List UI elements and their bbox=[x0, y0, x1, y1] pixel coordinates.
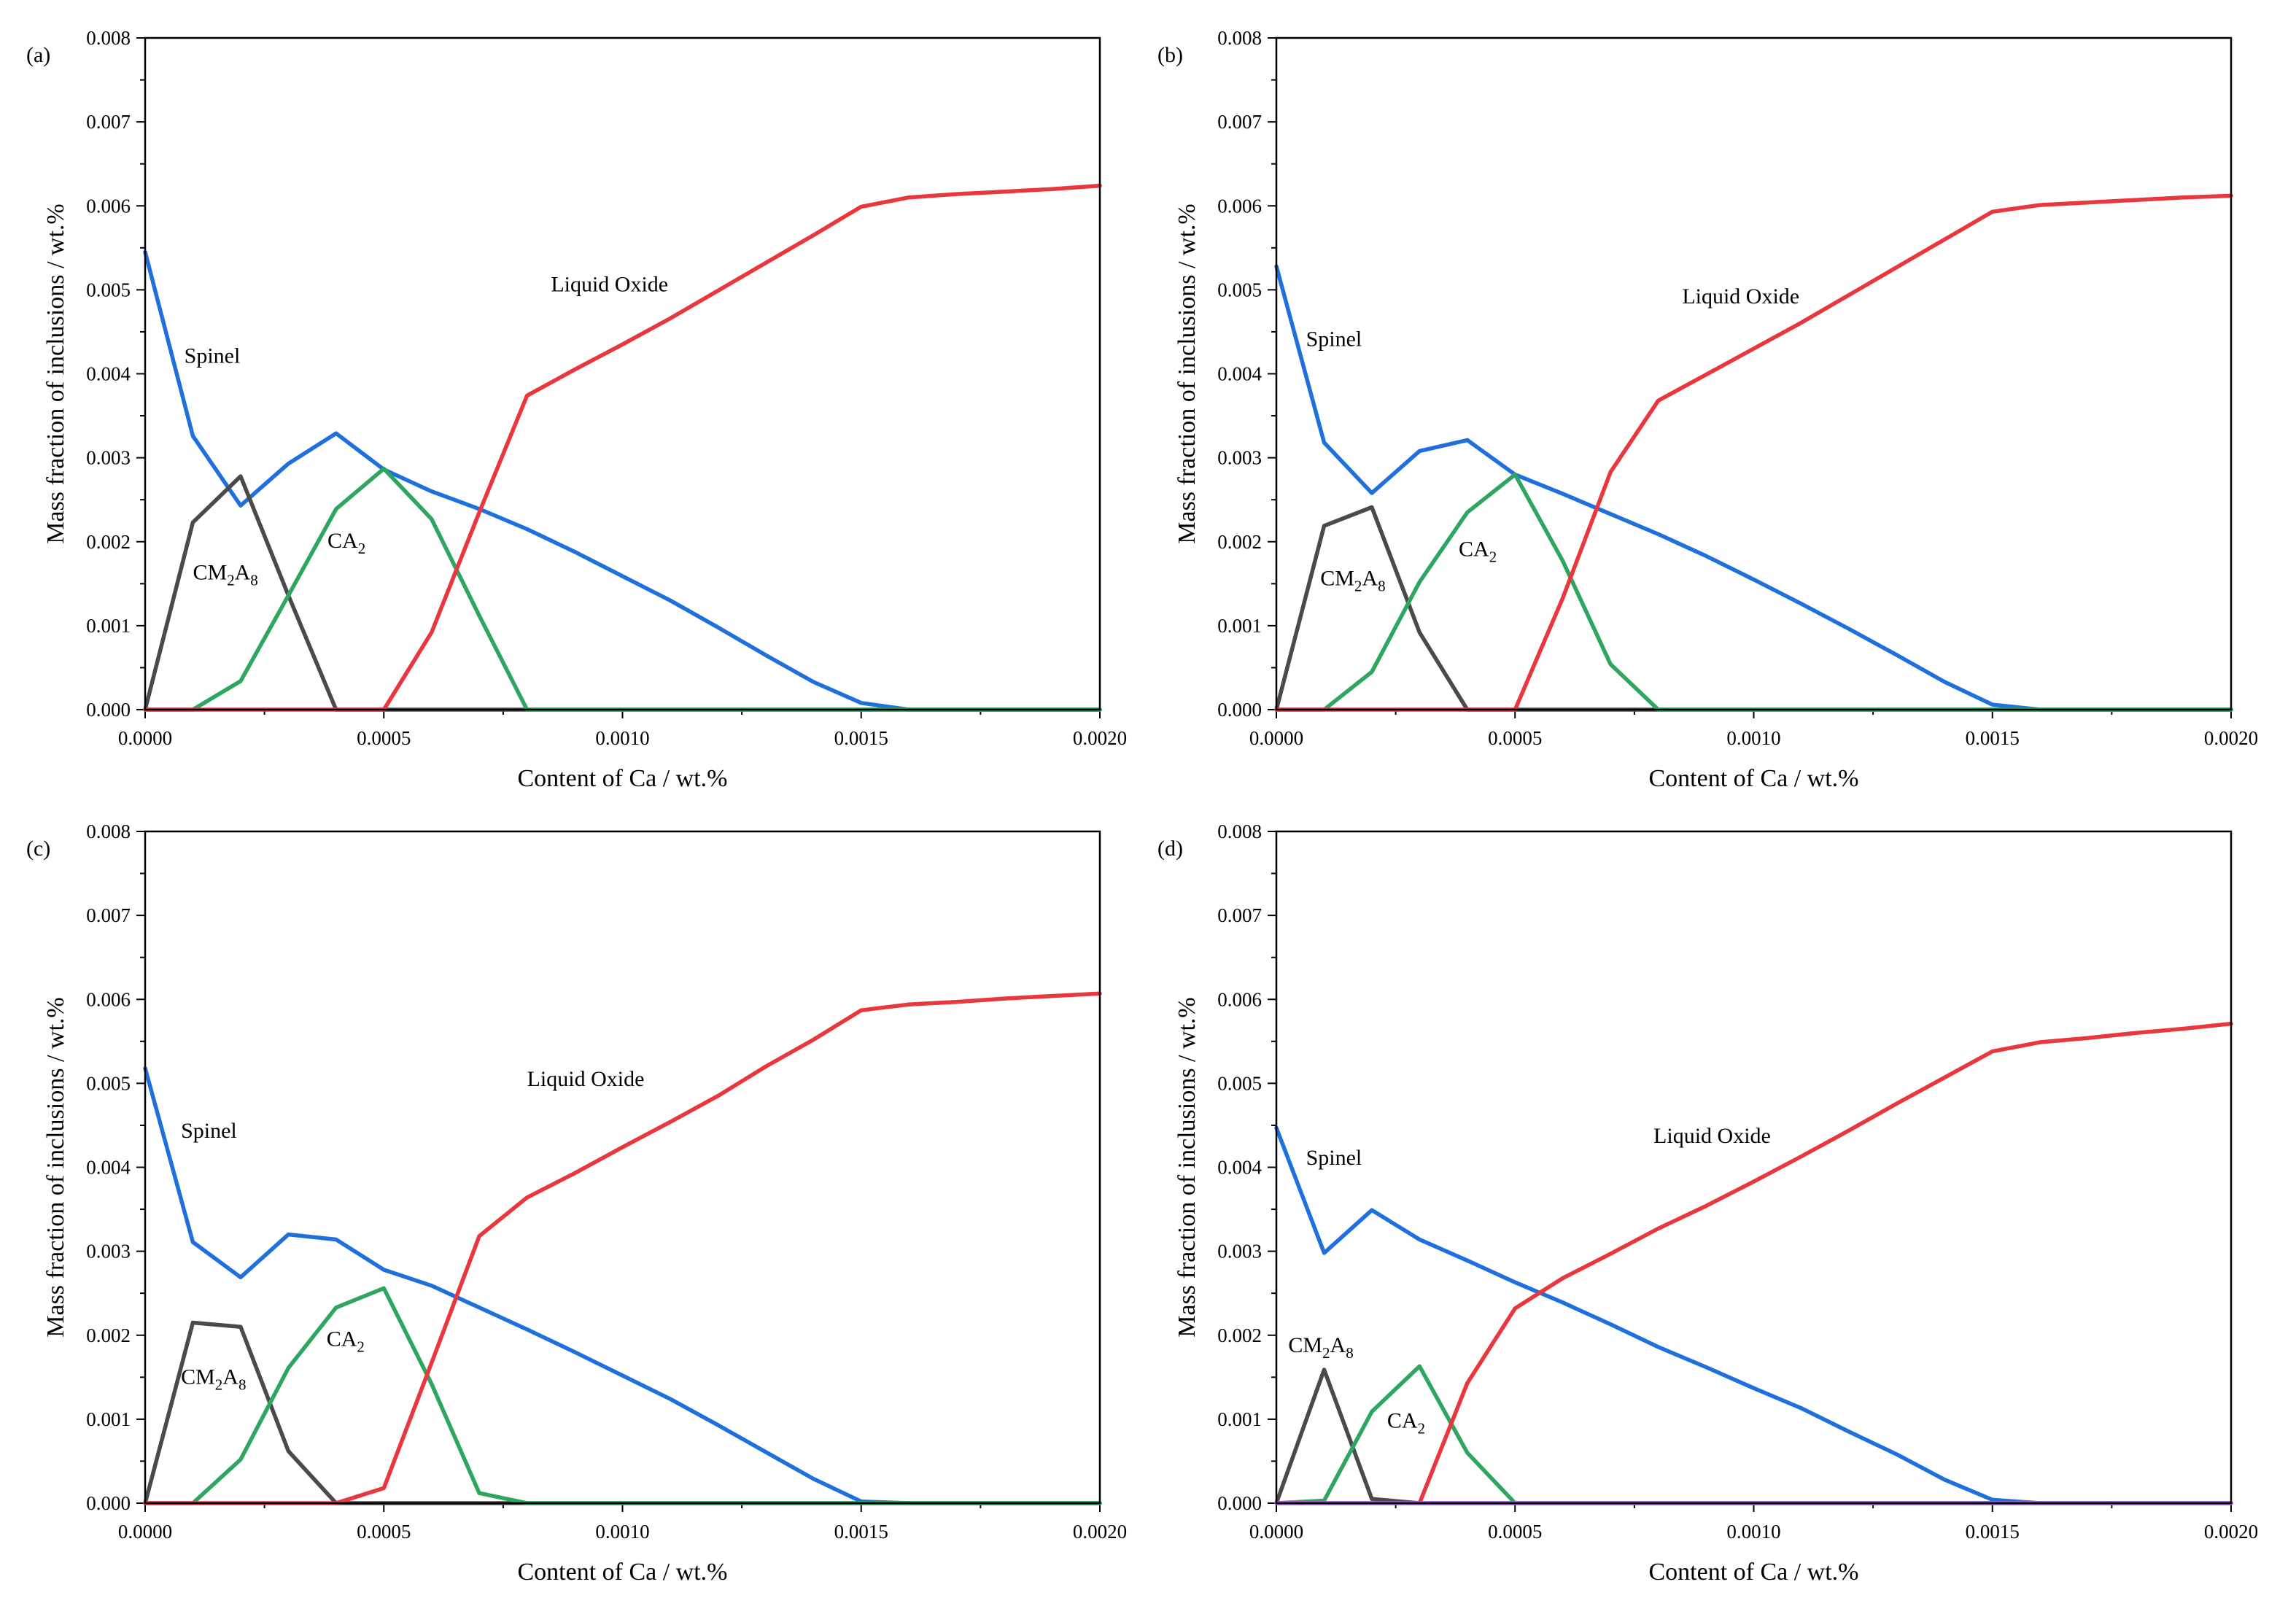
y-tick-label: 0.007 bbox=[1217, 111, 1262, 133]
y-tick-label: 0.004 bbox=[86, 1157, 131, 1179]
series-label-liquid-oxide: Liquid Oxide bbox=[551, 273, 668, 297]
chart-panel-3: 0.000 0.001 0.002 0.003 0.004 0.005 0.006 0.007… bbox=[26, 821, 1127, 1586]
x-tick-label: 0.0015 bbox=[1966, 1521, 2020, 1543]
y-tick-label: 0.000 bbox=[86, 699, 131, 721]
x-tick-label: 0.0010 bbox=[1726, 1521, 1780, 1543]
series-line-liquid-oxide bbox=[1274, 1021, 2233, 1505]
chart-panel-4: 0.000 0.001 0.002 0.003 0.004 0.005 0.006 0.007… bbox=[1157, 821, 2258, 1586]
chart-panel-1: 0.000 0.001 0.002 0.003 0.004 0.005 0.006 0.007… bbox=[26, 27, 1127, 792]
y-tick-label: 0.007 bbox=[86, 904, 131, 926]
series-label-ca2: CA2 bbox=[1459, 537, 1497, 565]
x-tick-label: 0.0010 bbox=[595, 727, 649, 749]
y-tick-label: 0.006 bbox=[1217, 988, 1262, 1010]
x-axis-title: Content of Ca / wt.% bbox=[517, 765, 727, 792]
y-tick-label: 0.007 bbox=[1217, 904, 1262, 926]
x-tick-label: 0.0015 bbox=[834, 727, 888, 749]
y-tick-label: 0.003 bbox=[1217, 447, 1262, 469]
y-tick-label: 0.002 bbox=[86, 1324, 131, 1346]
x-tick-label: 0.0015 bbox=[1966, 727, 2020, 749]
y-tick-label: 0.008 bbox=[1217, 821, 1262, 842]
series-label-liquid-oxide: Liquid Oxide bbox=[1682, 284, 1799, 309]
y-tick-label: 0.006 bbox=[86, 988, 131, 1010]
series-label-spinel: Spinel bbox=[181, 1119, 237, 1143]
series-label-ca2: CA2 bbox=[327, 1327, 365, 1356]
x-tick-label: 0.0010 bbox=[1726, 727, 1780, 749]
x-tick-label: 0.0005 bbox=[357, 1521, 411, 1543]
plot-frame bbox=[144, 36, 1101, 711]
series-label-cm2a8: CM2A8 bbox=[1288, 1333, 1353, 1362]
y-tick-label: 0.006 bbox=[1217, 195, 1262, 217]
y-axis-title: Mass fraction of inclusions / wt.% bbox=[1174, 997, 1201, 1338]
y-tick-label: 0.000 bbox=[1217, 1492, 1262, 1514]
y-tick-label: 0.006 bbox=[86, 195, 131, 217]
y-tick-label: 0.001 bbox=[86, 1408, 131, 1430]
x-tick-label: 0.0000 bbox=[1249, 1521, 1303, 1543]
y-tick-label: 0.002 bbox=[1217, 531, 1262, 553]
plot-frame bbox=[1275, 830, 2233, 1505]
y-tick-label: 0.002 bbox=[86, 531, 131, 553]
x-tick-label: 0.0020 bbox=[2204, 1521, 2258, 1543]
series-label-cm2a8: CM2A8 bbox=[193, 561, 257, 589]
y-tick-label: 0.005 bbox=[86, 1072, 131, 1094]
y-tick-label: 0.004 bbox=[1217, 1157, 1262, 1179]
y-tick-label: 0.008 bbox=[1217, 27, 1262, 49]
panel-label: (d) bbox=[1157, 837, 1183, 861]
x-axis-title: Content of Ca / wt.% bbox=[1648, 765, 1858, 792]
y-tick-label: 0.003 bbox=[86, 447, 131, 469]
x-tick-label: 0.0010 bbox=[595, 1521, 649, 1543]
y-tick-label: 0.000 bbox=[86, 1492, 131, 1514]
y-tick-label: 0.000 bbox=[1217, 699, 1262, 721]
series-label-ca2: CA2 bbox=[327, 529, 365, 557]
series-label-liquid-oxide: Liquid Oxide bbox=[527, 1067, 645, 1091]
y-tick-label: 0.005 bbox=[1217, 1072, 1262, 1094]
panel-label: (b) bbox=[1157, 43, 1183, 67]
x-axis-title: Content of Ca / wt.% bbox=[517, 1559, 727, 1586]
series-label-cm2a8: CM2A8 bbox=[181, 1365, 246, 1394]
x-tick-label: 0.0005 bbox=[1488, 1521, 1542, 1543]
y-tick-label: 0.005 bbox=[1217, 279, 1262, 300]
series-label-cm2a8: CM2A8 bbox=[1320, 567, 1385, 595]
y-tick-label: 0.001 bbox=[86, 615, 131, 637]
x-axis-title: Content of Ca / wt.% bbox=[1648, 1559, 1858, 1586]
y-tick-label: 0.001 bbox=[1217, 1408, 1262, 1430]
panel-label: (c) bbox=[26, 837, 50, 861]
x-tick-label: 0.0000 bbox=[1249, 727, 1303, 749]
panel-label: (a) bbox=[26, 43, 50, 67]
x-tick-label: 0.0005 bbox=[357, 727, 411, 749]
y-tick-label: 0.004 bbox=[1217, 363, 1262, 385]
series-label-spinel: Spinel bbox=[1306, 1146, 1362, 1170]
series-label-spinel: Spinel bbox=[1306, 327, 1362, 352]
y-axis-title: Mass fraction of inclusions / wt.% bbox=[42, 997, 69, 1338]
series-label-spinel: Spinel bbox=[185, 344, 241, 368]
x-tick-label: 0.0000 bbox=[118, 727, 172, 749]
chart-panel-2: 0.000 0.001 0.002 0.003 0.004 0.005 0.006 0.007… bbox=[1157, 27, 2258, 792]
y-tick-label: 0.001 bbox=[1217, 615, 1262, 637]
series-label-liquid-oxide: Liquid Oxide bbox=[1653, 1124, 1771, 1148]
y-axis-title: Mass fraction of inclusions / wt.% bbox=[1174, 203, 1201, 544]
y-tick-label: 0.008 bbox=[86, 821, 131, 842]
plot-frame bbox=[1275, 36, 2233, 711]
y-axis-title: Mass fraction of inclusions / wt.% bbox=[42, 203, 69, 544]
x-tick-label: 0.0020 bbox=[1073, 727, 1127, 749]
y-tick-label: 0.003 bbox=[86, 1241, 131, 1262]
x-tick-label: 0.0020 bbox=[2204, 727, 2258, 749]
y-tick-label: 0.005 bbox=[86, 279, 131, 300]
y-tick-label: 0.007 bbox=[86, 111, 131, 133]
x-tick-label: 0.0000 bbox=[118, 1521, 172, 1543]
y-tick-label: 0.008 bbox=[86, 27, 131, 49]
y-tick-label: 0.002 bbox=[1217, 1324, 1262, 1346]
x-tick-label: 0.0020 bbox=[1073, 1521, 1127, 1543]
series-label-ca2: CA2 bbox=[1387, 1408, 1425, 1437]
plot-frame bbox=[144, 830, 1101, 1505]
y-tick-label: 0.004 bbox=[86, 363, 131, 385]
chart-panels: 0.000 0.001 0.002 0.003 0.004 0.005 0.006 0.007… bbox=[26, 27, 2258, 1586]
x-tick-label: 0.0015 bbox=[834, 1521, 888, 1543]
y-tick-label: 0.003 bbox=[1217, 1241, 1262, 1262]
x-tick-label: 0.0005 bbox=[1488, 727, 1542, 749]
